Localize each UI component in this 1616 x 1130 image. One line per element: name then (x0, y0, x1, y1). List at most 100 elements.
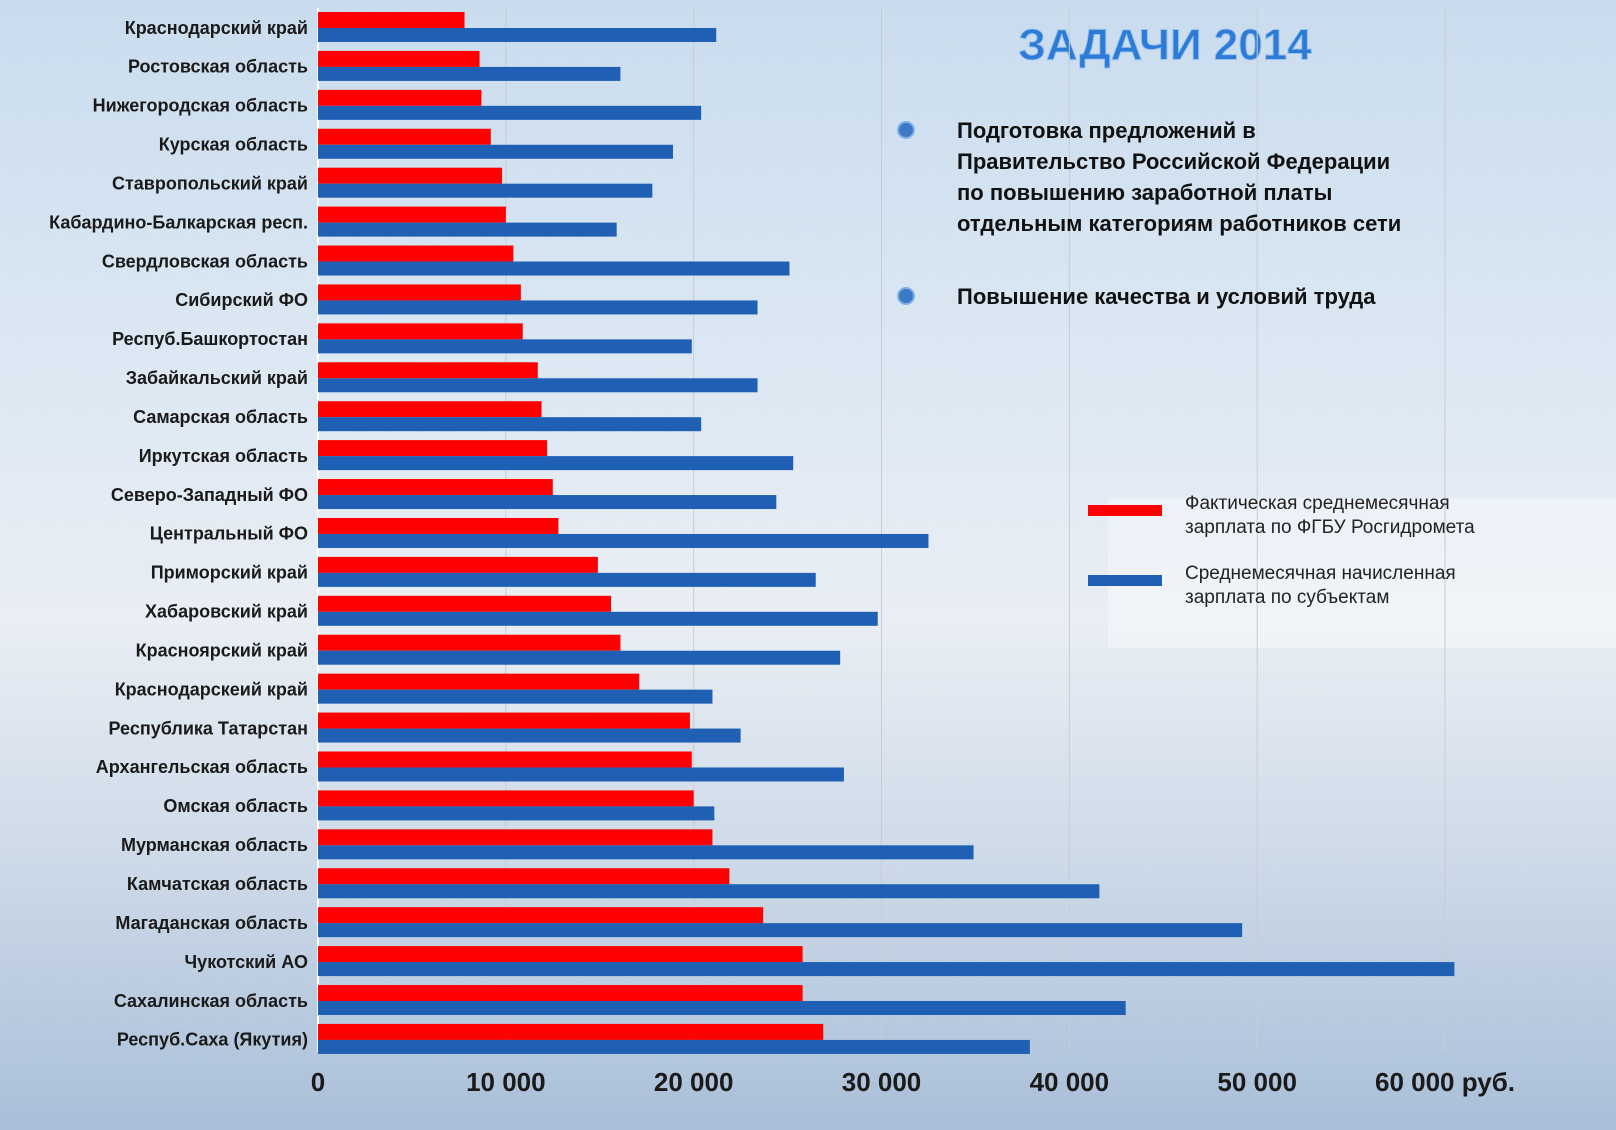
bullet-icon (898, 122, 914, 138)
bar (318, 223, 617, 237)
y-tick-label: Краснодарскеий край (115, 679, 308, 699)
y-tick-label: Приморский край (151, 563, 308, 583)
bar (318, 106, 701, 120)
legend-entry: Среднемесячная начисленная зарплата по с… (1185, 562, 1565, 618)
y-tick-label: Магаданская область (115, 913, 308, 933)
bullet-icon (898, 288, 914, 304)
slide-title: ЗАДАЧИ 2014 (1018, 21, 1312, 70)
bar (318, 557, 598, 573)
bullet-text: Повышение качества и условий труда (957, 284, 1376, 309)
y-tick-label: Кабардино-Балкарская респ. (49, 212, 308, 232)
bar (318, 729, 741, 743)
bar (318, 12, 465, 28)
y-tick-label: Нижегородская область (93, 96, 308, 116)
y-tick-label: Камчатская область (127, 874, 308, 894)
bar (318, 479, 553, 495)
bar (318, 713, 690, 729)
y-tick-label: Краснодарский край (125, 18, 308, 38)
bullet-text: по повышению заработной платы (957, 180, 1332, 205)
bar (318, 635, 620, 651)
bar (318, 1001, 1126, 1015)
x-tick-label: 60 000 руб. (1375, 1067, 1515, 1097)
bar (318, 90, 481, 106)
page: ЗАДАЧИ 2014 010 00020 00030 00040 00050 … (0, 0, 1616, 1130)
bullet-item: Подготовка предложений в Правительство Ро… (898, 118, 1401, 236)
bar (318, 362, 538, 378)
y-tick-label: Курская область (159, 135, 308, 155)
y-tick-label: Чукотский АО (185, 952, 308, 972)
bullet-text: Подготовка предложений в (957, 118, 1256, 143)
bar (318, 573, 816, 587)
y-tick-label: Ставропольский край (112, 173, 308, 193)
legend-label: Среднемесячная начисленная зарплата по с… (1185, 562, 1535, 610)
bar (318, 440, 547, 456)
bar (318, 378, 758, 392)
bar (318, 184, 652, 198)
bar (318, 518, 558, 534)
bar (318, 495, 776, 509)
bar (318, 246, 513, 262)
legend-entry: Фактическая среднемесячная зарплата по Ф… (1185, 492, 1565, 548)
y-tick-label: Ростовская область (128, 57, 308, 77)
bar (318, 806, 714, 820)
bar (318, 534, 928, 548)
bar (318, 28, 716, 42)
bar (318, 674, 639, 690)
bar (318, 790, 694, 806)
y-tick-label: Архангельская область (96, 757, 308, 777)
bar (318, 868, 729, 884)
bullet-text: отдельным категориям работников сети (957, 211, 1401, 236)
bar (318, 962, 1454, 976)
bar (318, 401, 542, 417)
y-tick-label: Хабаровский край (145, 602, 308, 622)
x-tick-label: 20 000 (654, 1067, 734, 1097)
bar (318, 907, 763, 923)
y-tick-label: Омская область (163, 796, 308, 816)
bar (318, 690, 712, 704)
y-tick-label: Северо-Западный ФО (111, 485, 308, 505)
bar (318, 1040, 1030, 1054)
bullet-item: Повышение качества и условий труда (898, 284, 1376, 309)
x-tick-label: 50 000 (1217, 1067, 1297, 1097)
bar (318, 323, 523, 339)
bar (318, 207, 506, 223)
bar (318, 168, 502, 184)
bar (318, 751, 692, 767)
bar (318, 51, 480, 67)
y-tick-label: Центральный ФО (150, 524, 308, 544)
bar (318, 1024, 823, 1040)
x-tick-label: 40 000 (1030, 1067, 1110, 1097)
x-tick-label: 10 000 (466, 1067, 546, 1097)
legend-swatch (1088, 505, 1162, 516)
bar (318, 651, 840, 665)
bar (318, 262, 789, 276)
bar (318, 596, 611, 612)
y-tick-label: Мурманская область (121, 835, 308, 855)
bullet-text: Правительство Российской Федерации (957, 149, 1390, 174)
bar (318, 339, 692, 353)
y-tick-label: Свердловская область (102, 251, 308, 271)
y-tick-label: Красноярский край (136, 640, 308, 660)
bar (318, 767, 844, 781)
x-tick-label: 30 000 (842, 1067, 922, 1097)
bar (318, 129, 491, 145)
y-tick-label: Республика Татарстан (108, 718, 308, 738)
bar (318, 884, 1099, 898)
legend-label: Фактическая среднемесячная зарплата по Ф… (1185, 492, 1535, 540)
bar (318, 145, 673, 159)
y-tick-label: Респуб.Саха (Якутия) (117, 1030, 308, 1050)
y-tick-label: Сибирский ФО (175, 290, 308, 310)
bar (318, 612, 878, 626)
y-tick-label: Иркутская область (139, 446, 308, 466)
y-tick-label: Респуб.Башкортостан (112, 329, 308, 349)
bar (318, 417, 701, 431)
bar (318, 923, 1242, 937)
y-tick-label: Забайкальский край (126, 368, 308, 388)
y-tick-label: Самарская область (133, 407, 308, 427)
bar (318, 845, 974, 859)
bar (318, 985, 803, 1001)
bar (318, 456, 793, 470)
bar (318, 300, 758, 314)
bar (318, 946, 803, 962)
legend-swatch (1088, 575, 1162, 586)
